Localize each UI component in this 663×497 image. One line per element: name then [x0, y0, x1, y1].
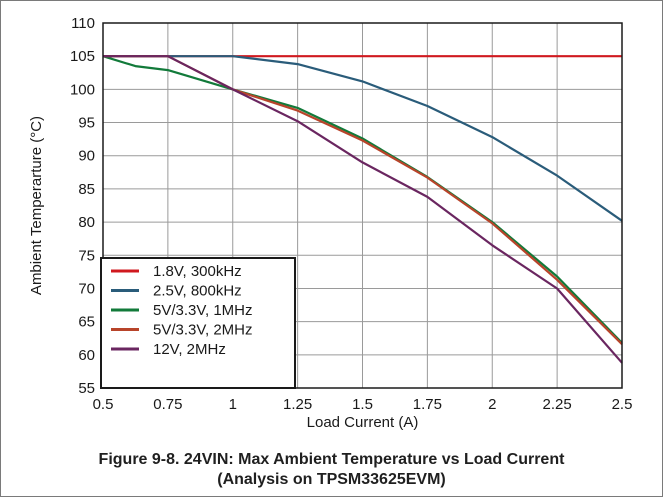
y-tick-label: 85 [78, 181, 95, 198]
y-tick-label: 95 [78, 115, 95, 132]
y-tick-label: 60 [78, 347, 95, 364]
y-tick-label: 70 [78, 280, 95, 297]
legend: 1.8V, 300kHz 2.5V, 800kHz 5V/3.3V, 1MHz 5V/… [100, 257, 296, 389]
y-tick-label: 75 [78, 247, 95, 264]
x-tick-label: 1.25 [283, 396, 312, 413]
y-tick-label: 55 [78, 380, 95, 397]
legend-label: 1.8V, 300kHz [153, 263, 242, 280]
caption-line-2: (Analysis on TPSM33625EVM) [217, 471, 446, 488]
x-tick-labels: 0.5 0.75 1 1.25 1.5 1.75 2 2.25 2.5 [93, 396, 633, 413]
y-tick-label: 90 [78, 148, 95, 165]
legend-label: 12V, 2MHz [153, 341, 226, 358]
figure-caption: Figure 9-8. 24VIN: Max Ambient Temperatu… [0, 450, 663, 490]
legend-label: 5V/3.3V, 1MHz [153, 302, 253, 319]
y-tick-labels: 55 60 65 70 75 80 85 90 95 100 105 110 [70, 15, 95, 397]
x-tick-label: 0.5 [93, 396, 114, 413]
y-tick-label: 65 [78, 314, 95, 331]
legend-box [100, 257, 296, 389]
x-tick-label: 1 [229, 396, 237, 413]
caption-line-1: Figure 9-8. 24VIN: Max Ambient Temperatu… [98, 451, 565, 468]
legend-label: 5V/3.3V, 2MHz [153, 322, 253, 339]
y-tick-label: 80 [78, 214, 95, 231]
x-tick-label: 1.75 [413, 396, 442, 413]
series-line-5 [103, 55, 623, 364]
legend-label: 2.5V, 800kHz [153, 283, 242, 300]
x-axis-label: Load Current (A) [307, 414, 419, 431]
y-tick-label: 105 [70, 48, 95, 65]
y-axis-label: Ambient Temperarture (°C) [28, 116, 45, 295]
series-lines [102, 55, 623, 364]
x-tick-label: 2 [488, 396, 496, 413]
line-chart: 0.5 0.75 1 1.25 1.5 1.75 2 2.25 2.5 55 60 65 70 75 80… [28, 15, 633, 431]
x-tick-label: 0.75 [153, 396, 182, 413]
x-tick-label: 2.25 [543, 396, 572, 413]
series-line-2 [103, 55, 623, 222]
y-tick-label: 110 [71, 15, 95, 32]
x-tick-label: 1.5 [352, 396, 373, 413]
series-line-3 [102, 55, 623, 344]
y-tick-label: 100 [70, 81, 95, 98]
x-tick-label: 2.5 [612, 396, 633, 413]
plot-area-border [102, 22, 623, 389]
